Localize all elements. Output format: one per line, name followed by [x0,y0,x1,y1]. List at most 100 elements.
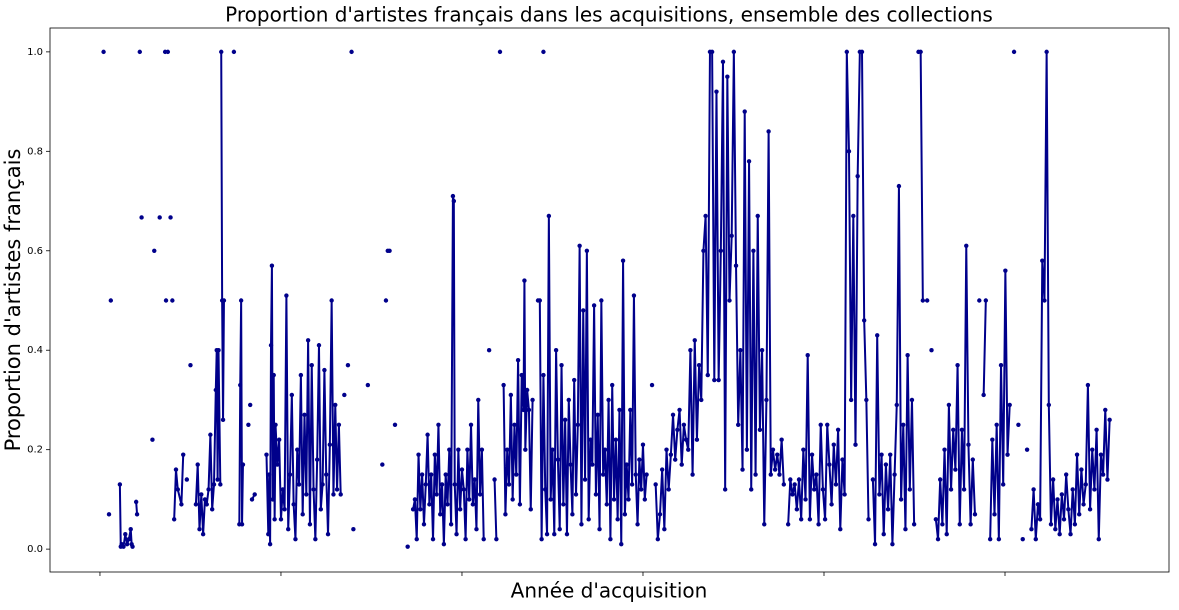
point [278,517,284,522]
point [701,248,706,253]
point [287,472,293,477]
point [295,447,300,452]
point [121,544,126,549]
point [861,318,867,323]
point [503,512,508,517]
point [942,447,947,452]
point [573,492,579,497]
point [267,472,272,477]
chart-title: Proportion d'artistes français dans les … [225,3,993,27]
point [206,487,211,492]
point [387,248,392,253]
point [681,422,687,428]
point [468,422,474,428]
point [557,527,562,532]
point [879,452,884,457]
point [846,149,852,154]
point [779,437,784,442]
point [249,497,255,502]
point [577,243,582,248]
point [1063,472,1069,477]
point [640,442,646,447]
point [106,512,112,517]
point [126,536,132,542]
point [1055,497,1060,502]
point [822,517,828,522]
point [803,497,808,502]
point [246,422,251,428]
point [1103,407,1108,413]
point [727,298,732,303]
point [296,482,302,487]
point [762,522,767,527]
point [546,213,552,219]
point [553,348,559,353]
point [703,213,708,219]
point [629,482,635,487]
point [744,447,750,452]
point [240,462,246,467]
point [759,348,765,353]
point [608,536,613,542]
point [515,357,521,363]
point [692,338,697,343]
point [163,298,169,303]
point [171,517,177,522]
point [729,233,734,239]
point [668,452,674,457]
point [593,492,599,497]
point [657,512,663,517]
point [1094,427,1099,432]
point [552,532,557,537]
point [679,462,684,467]
point [686,447,691,452]
point [445,502,450,507]
point [157,215,162,220]
point [438,512,443,517]
point [239,522,245,527]
point [790,492,795,497]
x-axis-label: Année d'acquisition [511,579,708,603]
point [284,293,289,298]
point [722,487,728,492]
point [184,477,190,482]
point [1096,536,1101,542]
point [964,243,969,248]
point [200,532,206,537]
point [541,49,546,55]
point [694,437,700,442]
point [764,397,769,403]
point [814,472,819,477]
point [1007,402,1012,408]
point [1077,512,1082,517]
point [655,536,661,542]
point [881,532,886,537]
point [735,422,741,428]
point [753,472,758,477]
point [938,477,943,482]
point [617,407,622,413]
point [1053,527,1058,532]
point [946,402,952,408]
point [300,512,305,517]
point [575,422,581,428]
point [844,49,850,55]
point [659,467,665,472]
point [805,352,810,358]
point [465,447,470,452]
point [470,502,476,507]
point [714,89,719,94]
point [456,447,461,452]
point [447,447,452,452]
point [796,477,802,482]
point [699,397,704,403]
point [746,159,752,164]
point [957,522,962,527]
point [150,437,155,442]
point [664,447,669,452]
point [591,303,597,308]
point [951,427,956,432]
point [541,372,546,378]
point [892,472,897,477]
point [327,442,333,447]
